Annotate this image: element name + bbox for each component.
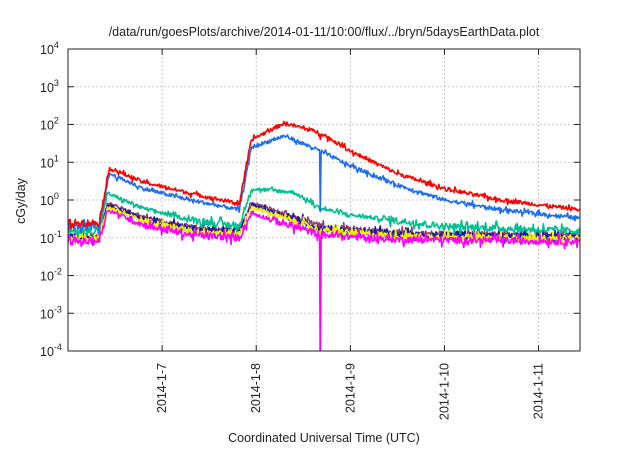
x-axis-label: Coordinated Universal Time (UTC) — [228, 431, 420, 445]
chart-title: /data/run/goesPlots/archive/2014-01-11/1… — [109, 25, 540, 39]
y-axis-label: cGy/day — [14, 177, 28, 224]
y-tick-exponent: 2 — [54, 116, 59, 126]
plot-frame — [67, 48, 581, 352]
y-tick-exponent: 1 — [54, 153, 59, 163]
y-tick-label: 10-1 — [40, 229, 62, 246]
y-tick-base: 10 — [40, 156, 54, 170]
y-tick-exponent: -4 — [54, 342, 62, 352]
y-tick-base: 10 — [40, 345, 54, 359]
series-line-teal — [68, 186, 580, 236]
y-tick-label: 101 — [40, 153, 59, 170]
x-tick-label: 2014-1-7 — [155, 363, 169, 413]
x-tick-label: 2014-1-11 — [532, 363, 546, 419]
y-tick-label: 10-2 — [40, 267, 62, 284]
y-tick-base: 10 — [40, 81, 54, 95]
y-tick-exponent: 3 — [54, 78, 59, 88]
y-tick-label: 103 — [40, 78, 59, 95]
y-tick-exponent: -3 — [54, 304, 62, 314]
series-line-magenta — [68, 209, 580, 351]
grid-lines — [68, 49, 580, 351]
y-tick-label: 10-4 — [40, 342, 62, 359]
y-tick-base: 10 — [40, 232, 54, 246]
x-axis: 2014-1-7 2014-1-8 2014-1-9 2014-1-10 2014-1-… — [155, 49, 546, 420]
y-tick-label: 104 — [40, 40, 59, 57]
y-tick-base: 10 — [40, 194, 54, 208]
y-tick-exponent: 0 — [54, 191, 59, 201]
series-line-red — [68, 120, 580, 230]
y-tick-base: 10 — [40, 307, 54, 321]
y-tick-label: 10-3 — [40, 304, 62, 321]
y-tick-exponent: 4 — [54, 40, 59, 50]
y-tick-base: 10 — [40, 119, 54, 133]
y-tick-label: 100 — [40, 191, 59, 208]
series-group — [68, 120, 580, 351]
y-tick-exponent: -1 — [54, 229, 62, 239]
y-tick-label: 102 — [40, 116, 59, 133]
series-line-light-blue — [68, 134, 580, 233]
y-tick-base: 10 — [40, 270, 54, 284]
y-tick-exponent: -2 — [54, 267, 62, 277]
x-tick-label: 2014-1-10 — [437, 363, 451, 420]
x-tick-label: 2014-1-8 — [249, 363, 263, 413]
x-tick-label: 2014-1-9 — [343, 363, 357, 413]
y-tick-base: 10 — [40, 43, 54, 57]
